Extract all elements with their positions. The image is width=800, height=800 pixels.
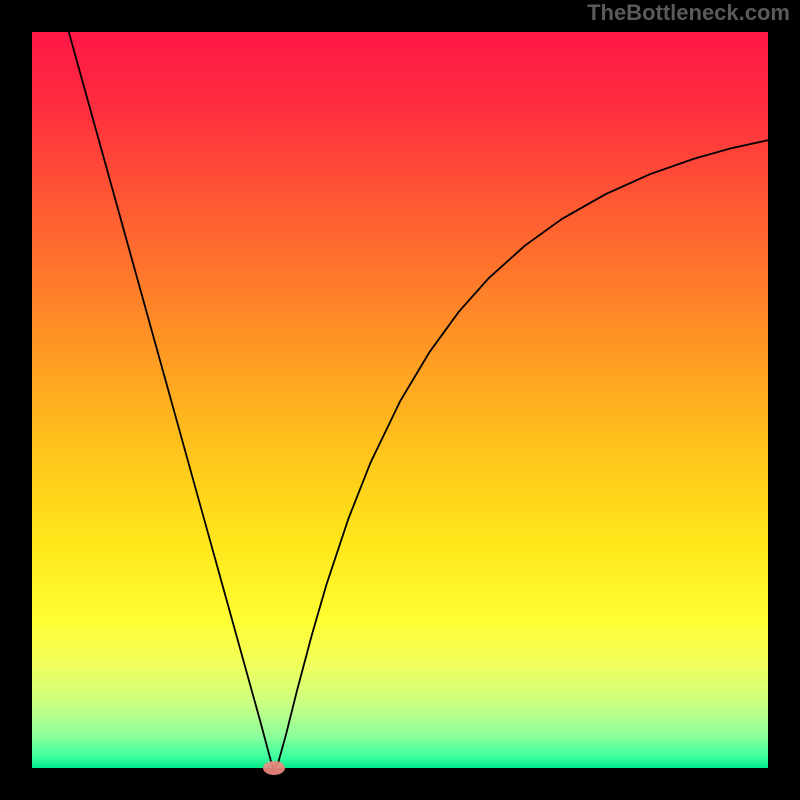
bottleneck-curve	[69, 32, 768, 768]
plot-area	[32, 32, 768, 768]
optimum-marker	[263, 761, 285, 775]
watermark-text: TheBottleneck.com	[587, 0, 790, 26]
chart-container: { "watermark": { "text": "TheBottleneck.…	[0, 0, 800, 800]
curve-svg	[32, 32, 768, 768]
